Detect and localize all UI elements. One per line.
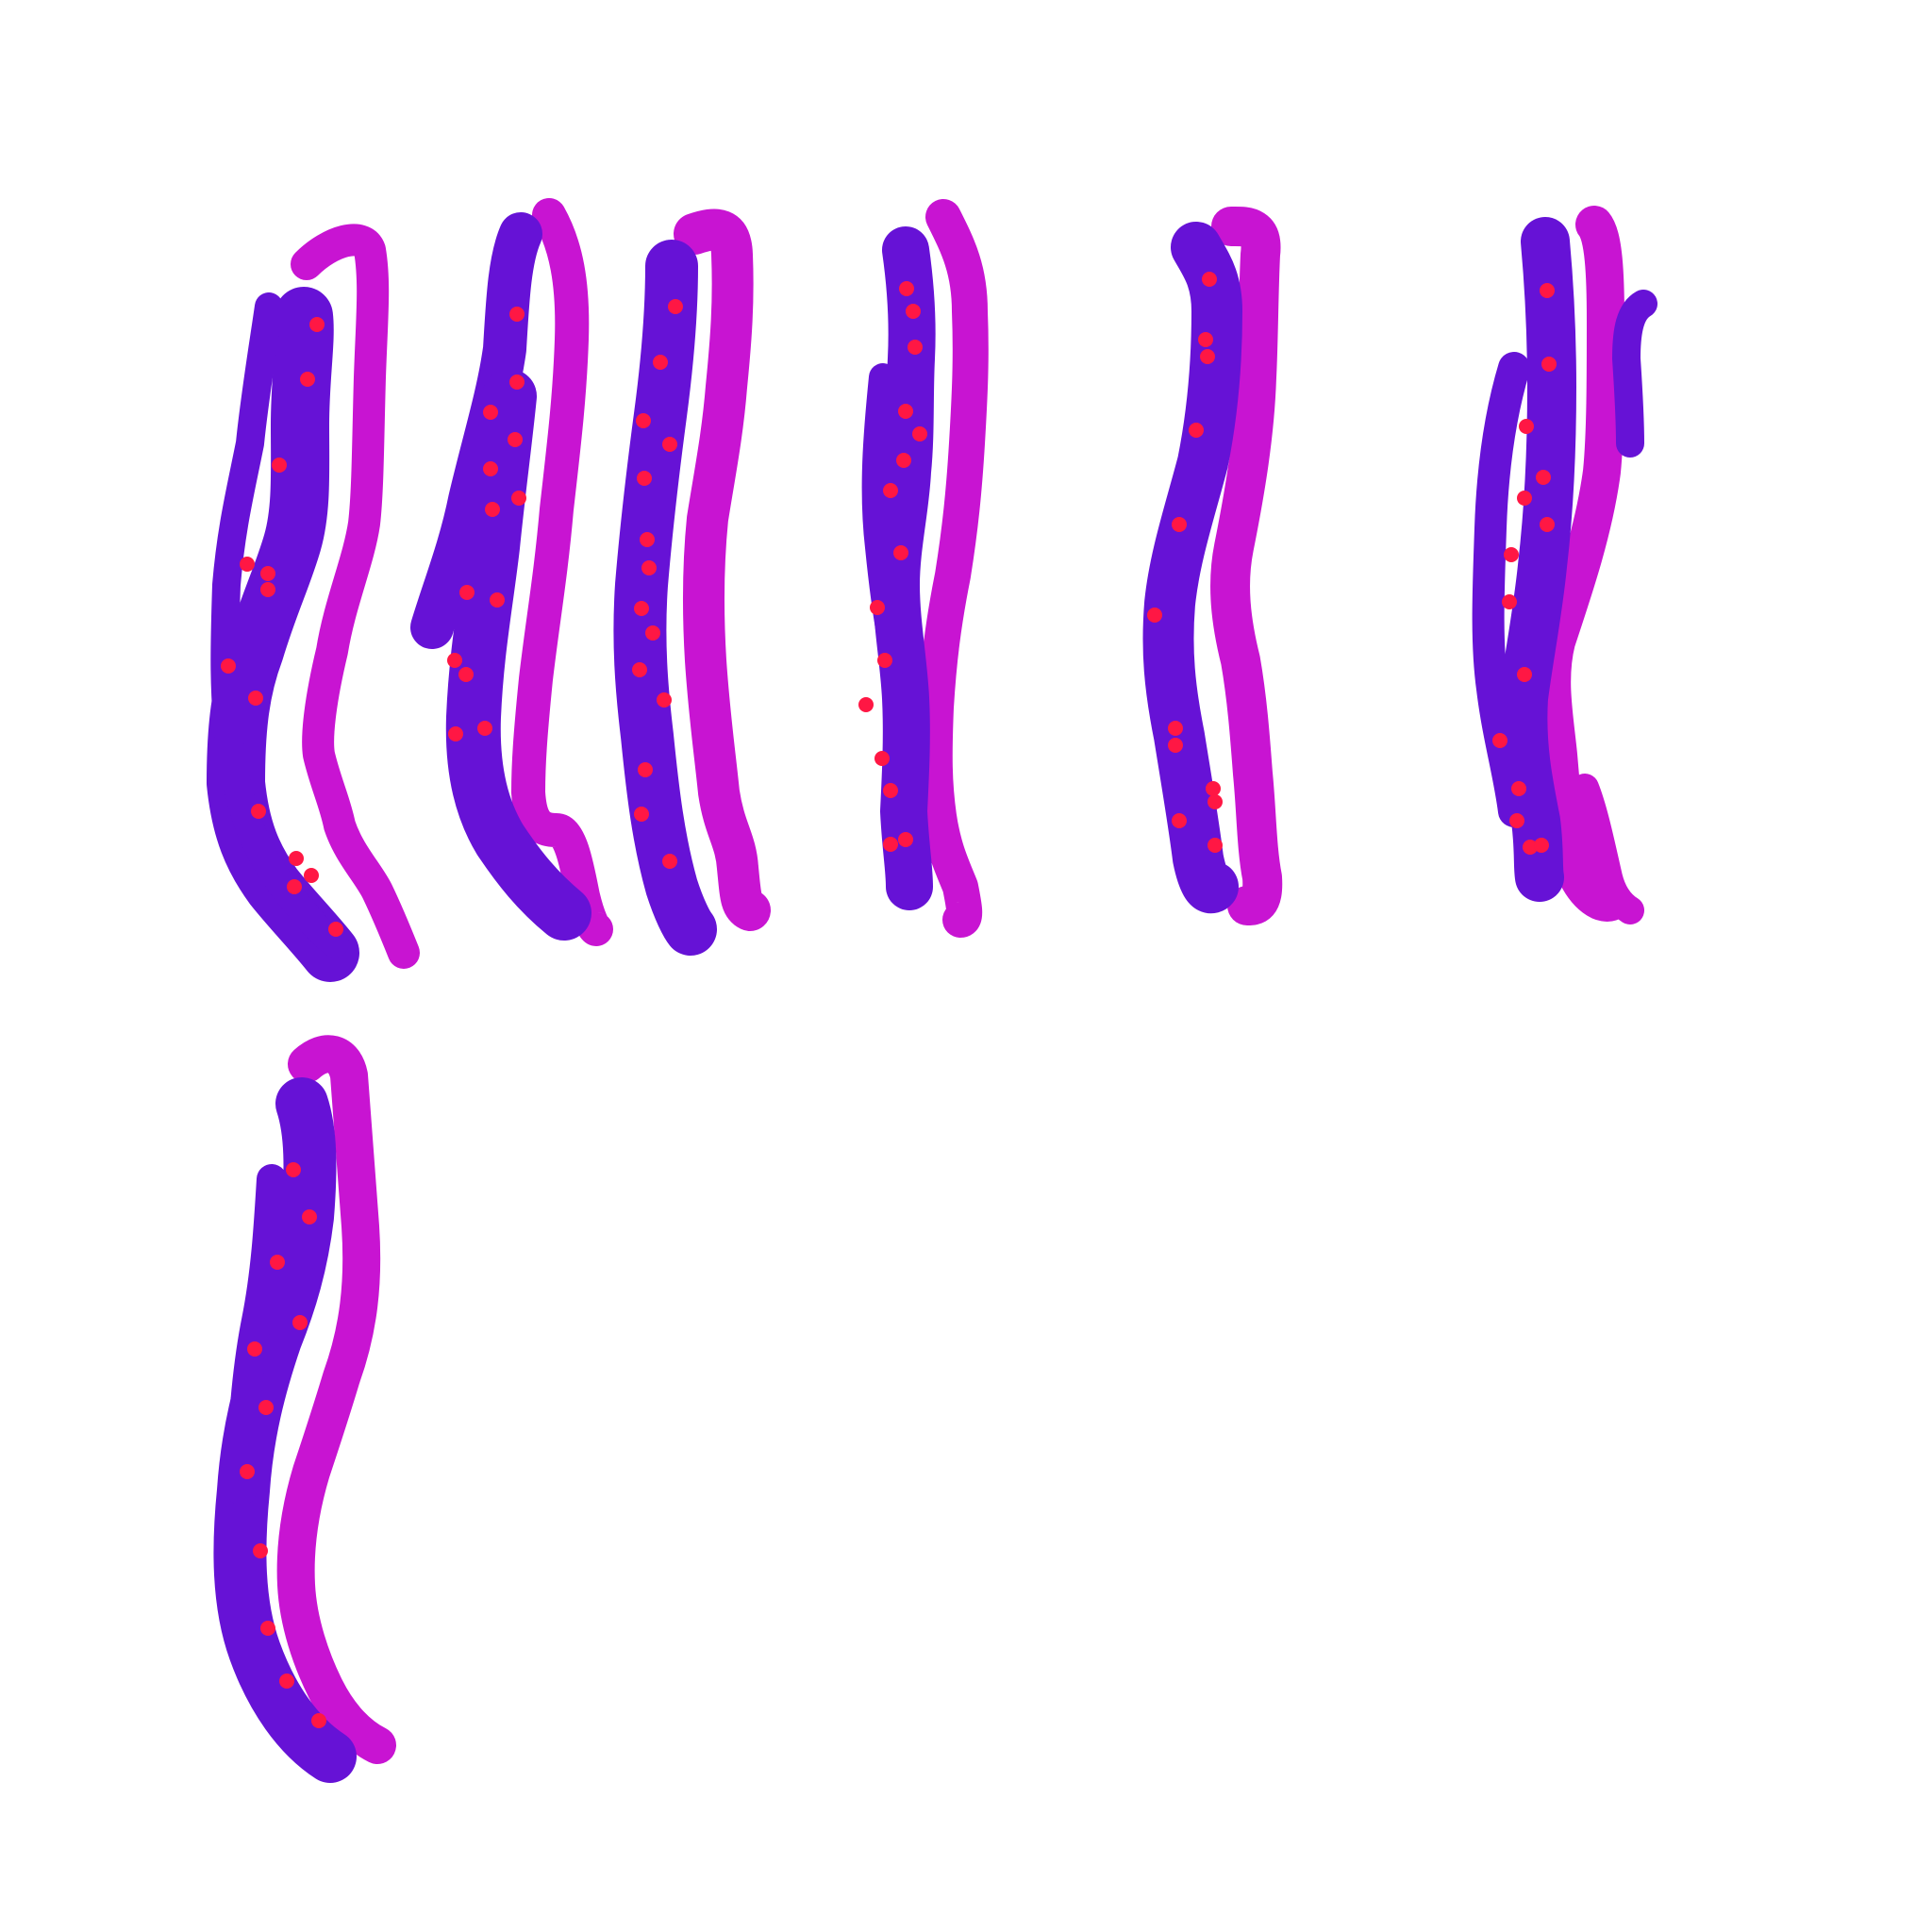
glyph-6-purple-stroke [1498,217,1576,902]
glyph-2-magenta-stroke [511,198,613,946]
glyph-2 [410,198,613,946]
glyph-4 [858,199,989,938]
glyph-1-dots [221,317,343,937]
glyph-3-purple-stroke [613,240,717,956]
glyph-2-dots [447,307,526,741]
glyph-1 [207,224,420,982]
glyph-3-dots [632,299,683,869]
glyph-4-dots [858,281,927,852]
glyph-5-dots [1147,272,1223,853]
glyph-5-purple-stroke [1142,222,1242,914]
glyph-6-magenta-stroke [1533,206,1632,922]
glyph-6-purple-spur [1612,290,1657,458]
glyph-6-dots [1492,283,1557,855]
glyph-1-magenta-stroke [291,224,420,969]
glyph-2-purple-lower [445,369,591,941]
glyph-6-magenta-tail [1571,774,1644,924]
glyph-4-purple-left [861,363,910,675]
glyph-4-magenta-stroke [916,199,989,938]
glyph-5-magenta-stroke [1210,206,1283,925]
glyph-3 [613,208,771,956]
glyph-3-magenta-stroke [674,208,771,931]
glyph-7 [213,1035,396,1783]
glyph-7-purple-left [226,1164,287,1506]
glyph-6 [1472,206,1657,924]
glyph-5 [1142,206,1283,925]
glyph-1-purple-edge [210,292,349,958]
glyph-7-dots [240,1162,326,1728]
glyph-7-magenta-stroke [276,1035,396,1764]
